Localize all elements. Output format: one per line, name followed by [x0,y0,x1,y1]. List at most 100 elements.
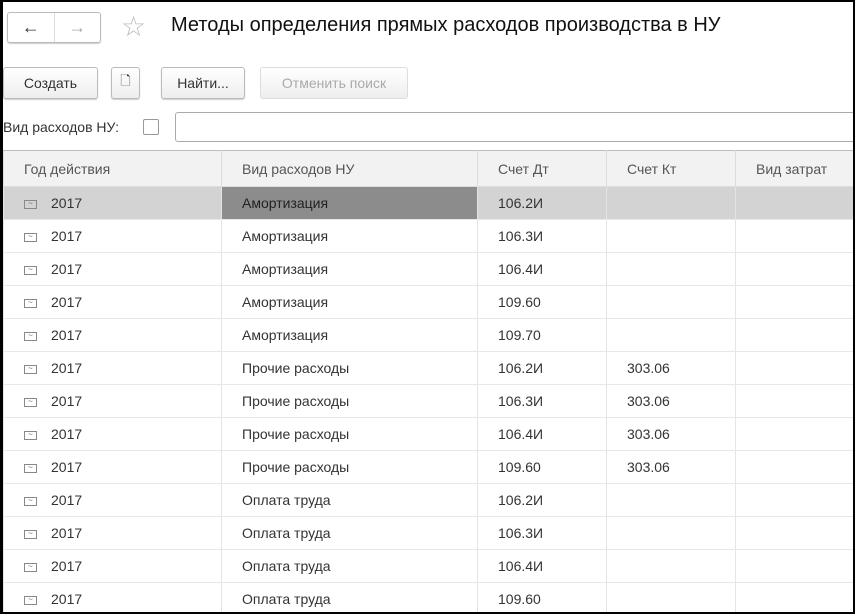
back-button[interactable]: ← [21,17,40,37]
table-cell[interactable]: ~2017 [3,219,222,253]
table-cell[interactable] [735,549,853,583]
table-cell[interactable]: ~2017 [3,582,222,612]
table-row[interactable]: ~2017 Оплата труда 109.60 [3,582,853,612]
table-cell[interactable]: 106.3И [477,516,607,550]
table-cell[interactable] [606,252,736,286]
table-cell[interactable] [735,351,853,385]
table-cell[interactable] [735,450,853,484]
table-cell[interactable]: ~2017 [3,549,222,583]
table-cell[interactable]: ~2017 [3,351,222,385]
table-cell[interactable]: Амортизация [221,252,478,286]
table-cell[interactable]: 106.2И [477,483,607,517]
table-row[interactable]: ~2017 Прочие расходы 106.2И 303.06 [3,351,853,385]
table-cell[interactable]: Амортизация [221,318,478,352]
table-cell[interactable]: ~2017 [3,384,222,418]
table-cell[interactable] [735,219,853,253]
table-cell[interactable]: Прочие расходы [221,450,478,484]
table-row[interactable]: ~2017 Прочие расходы 109.60 303.06 [3,450,853,484]
table-cell[interactable]: Прочие расходы [221,351,478,385]
favorite-star-icon[interactable]: ☆ [121,11,147,42]
table-cell[interactable]: 303.06 [606,450,736,484]
table-cell[interactable]: 106.3И [477,384,607,418]
copy-button[interactable]: 🗋 [111,67,140,99]
table-cell[interactable]: Амортизация [221,219,478,253]
table-row[interactable]: ~2017 Прочие расходы 106.3И 303.06 [3,384,853,418]
table-cell[interactable] [735,318,853,352]
table-row[interactable]: ~2017 Амортизация 106.3И [3,219,853,253]
table-cell[interactable]: ~2017 [3,516,222,550]
table-cell[interactable]: 106.4И [477,549,607,583]
table-cell[interactable] [606,318,736,352]
table-cell[interactable]: 106.2И [477,186,607,220]
table-cell[interactable] [606,549,736,583]
table-cell[interactable] [606,186,736,220]
table-cell[interactable]: ~2017 [3,483,222,517]
table-cell[interactable]: Оплата труда [221,483,478,517]
table-cell[interactable]: 303.06 [606,351,736,385]
table-cell[interactable]: Амортизация [221,186,478,220]
table-cell[interactable]: Оплата труда [221,582,478,612]
column-header[interactable]: Год действия [3,150,222,187]
cell-text: 106.4И [498,261,544,277]
cell-text: 109.60 [498,459,541,475]
table-cell[interactable]: Оплата труда [221,549,478,583]
table-cell[interactable]: 106.2И [477,351,607,385]
cancel-search-button[interactable]: Отменить поиск [260,67,408,99]
table-cell[interactable]: ~2017 [3,417,222,451]
table-cell[interactable] [606,516,736,550]
table-row[interactable]: ~2017 Амортизация 109.60 [3,285,853,319]
table-cell[interactable]: ~2017 [3,186,222,220]
cell-text: 2017 [51,558,83,574]
table-row[interactable]: ~2017 Оплата труда 106.3И [3,516,853,550]
record-icon: ~ [24,595,37,605]
table-cell[interactable] [735,186,853,220]
table-cell[interactable] [606,219,736,253]
create-button[interactable]: Создать [3,67,98,99]
record-icon: ~ [24,397,37,407]
table-cell[interactable] [735,252,853,286]
table-cell[interactable] [606,285,736,319]
cell-text: 2017 [51,492,83,508]
table-cell[interactable]: 109.70 [477,318,607,352]
table-cell[interactable]: 106.4И [477,417,607,451]
table-cell[interactable] [735,417,853,451]
table-cell[interactable]: Амортизация [221,285,478,319]
column-header[interactable]: Счет Дт [477,150,607,187]
column-header[interactable]: Вид затрат [735,150,853,187]
forward-button[interactable]: → [53,13,101,42]
table-cell[interactable]: Прочие расходы [221,417,478,451]
table-row[interactable]: ~2017 Амортизация 106.2И [3,186,853,220]
table-cell[interactable]: 106.4И [477,252,607,286]
table-row[interactable]: ~2017 Прочие расходы 106.4И 303.06 [3,417,853,451]
record-icon: ~ [24,199,37,209]
find-button[interactable]: Найти... [161,67,245,99]
table-row[interactable]: ~2017 Оплата труда 106.2И [3,483,853,517]
table-cell[interactable]: 109.60 [477,582,607,612]
table-row[interactable]: ~2017 Амортизация 106.4И [3,252,853,286]
filter-input[interactable] [175,112,853,142]
table-cell[interactable]: 109.60 [477,285,607,319]
table-cell[interactable] [735,483,853,517]
table-cell[interactable]: 106.3И [477,219,607,253]
column-header[interactable]: Счет Кт [606,150,736,187]
cell-text: 303.06 [627,393,670,409]
table-cell[interactable]: ~2017 [3,318,222,352]
table-row[interactable]: ~2017 Оплата труда 106.4И [3,549,853,583]
table-row[interactable]: ~2017 Амортизация 109.70 [3,318,853,352]
table-cell[interactable]: 303.06 [606,384,736,418]
table-cell[interactable] [735,516,853,550]
table-cell[interactable]: ~2017 [3,285,222,319]
table-cell[interactable]: 303.06 [606,417,736,451]
table-cell[interactable] [735,582,853,612]
table-cell[interactable]: 109.60 [477,450,607,484]
table-cell[interactable]: Оплата труда [221,516,478,550]
table-cell[interactable] [735,285,853,319]
table-cell[interactable] [735,384,853,418]
table-cell[interactable] [606,483,736,517]
table-cell[interactable]: ~2017 [3,252,222,286]
table-cell[interactable]: Прочие расходы [221,384,478,418]
column-header[interactable]: Вид расходов НУ [221,150,478,187]
table-cell[interactable] [606,582,736,612]
filter-checkbox[interactable] [143,119,159,135]
table-cell[interactable]: ~2017 [3,450,222,484]
